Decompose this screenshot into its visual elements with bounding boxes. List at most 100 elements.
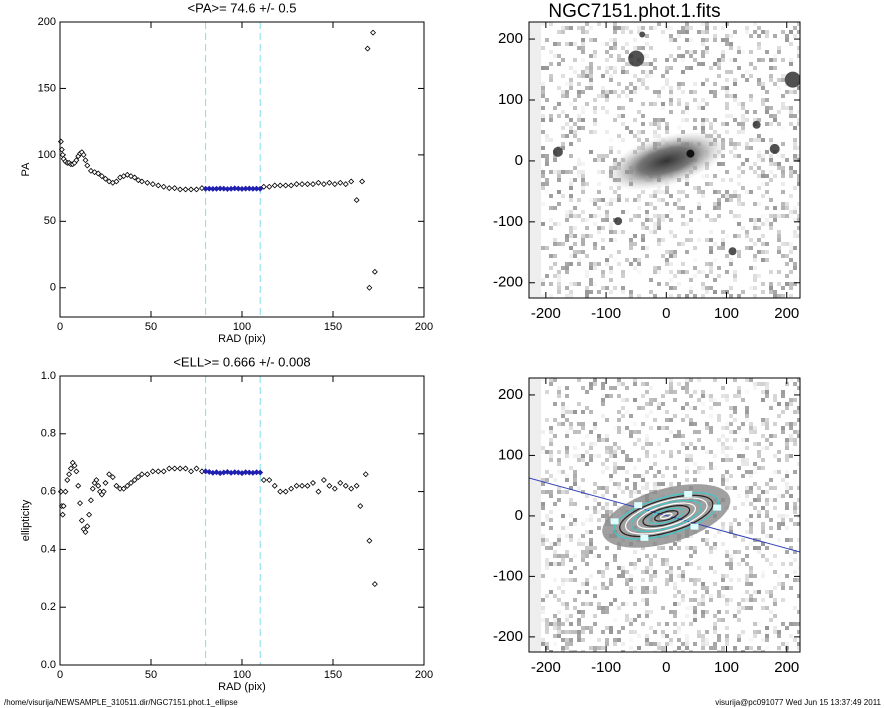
noise-pixel [577, 590, 581, 594]
noise-pixel [617, 446, 621, 450]
noise-pixel [573, 226, 577, 230]
noise-pixel [585, 562, 589, 566]
noise-pixel [629, 434, 633, 438]
noise-pixel [549, 294, 553, 298]
noise-pixel [569, 142, 573, 146]
noise-pixel [761, 466, 765, 470]
noise-pixel [697, 578, 701, 582]
noise-pixel [701, 126, 705, 130]
noise-pixel [697, 598, 701, 602]
noise-pixel [745, 446, 749, 450]
y-tick-label: -200 [493, 274, 523, 291]
noise-pixel [629, 618, 633, 622]
noise-pixel [753, 574, 757, 578]
noise-pixel [785, 442, 789, 446]
noise-pixel [785, 282, 789, 286]
noise-pixel [737, 610, 741, 614]
noise-pixel [765, 502, 769, 506]
noise-pixel [653, 134, 657, 138]
noise-pixel [565, 630, 569, 634]
noise-pixel [717, 402, 721, 406]
noise-pixel [605, 434, 609, 438]
noise-pixel [601, 582, 605, 586]
noise-pixel [725, 574, 729, 578]
noise-pixel [761, 170, 765, 174]
noise-pixel [705, 26, 709, 30]
x-tick-label: 100 [233, 669, 251, 681]
noise-pixel [693, 614, 697, 618]
noise-pixel [593, 586, 597, 590]
noise-pixel [609, 270, 613, 274]
noise-pixel [745, 234, 749, 238]
noise-pixel [785, 34, 789, 38]
noise-pixel [633, 490, 637, 494]
noise-pixel [793, 114, 797, 118]
noise-pixel [785, 38, 789, 42]
noise-pixel [685, 182, 689, 186]
noise-pixel [733, 418, 737, 422]
noise-pixel [753, 630, 757, 634]
noise-pixel [705, 450, 709, 454]
noise-pixel [637, 110, 641, 114]
noise-pixel [689, 278, 693, 282]
noise-pixel [753, 482, 757, 486]
noise-pixel [721, 434, 725, 438]
noise-pixel [565, 266, 569, 270]
noise-pixel [561, 26, 565, 30]
noise-pixel [729, 150, 733, 154]
noise-pixel [645, 638, 649, 642]
noise-pixel [605, 486, 609, 490]
noise-pixel [777, 46, 781, 50]
axes-frame [59, 21, 425, 318]
noise-pixel [549, 510, 553, 514]
noise-pixel [629, 98, 633, 102]
noise-pixel [645, 54, 649, 58]
noise-pixel [569, 178, 573, 182]
noise-pixel [613, 482, 617, 486]
noise-pixel [573, 478, 577, 482]
x-tick-label: 0 [57, 321, 63, 333]
noise-pixel [697, 202, 701, 206]
data-point [135, 177, 142, 184]
data-point [359, 178, 366, 185]
noise-pixel [765, 106, 769, 110]
noise-pixel [753, 22, 757, 26]
noise-pixel [617, 262, 621, 266]
noise-pixel [549, 118, 553, 122]
noise-pixel [701, 598, 705, 602]
noise-pixel [581, 650, 585, 652]
noise-pixel [645, 390, 649, 394]
noise-pixel [569, 422, 573, 426]
noise-pixel [585, 290, 589, 294]
data-point [144, 179, 151, 186]
noise-pixel [713, 290, 717, 294]
noise-pixel [645, 450, 649, 454]
noise-pixel [737, 166, 741, 170]
noise-pixel [661, 74, 665, 78]
noise-pixel [793, 430, 797, 434]
noise-pixel [749, 470, 753, 474]
noise-pixel [569, 186, 573, 190]
noise-pixel [557, 486, 561, 490]
noise-pixel [613, 70, 617, 74]
noise-pixel [793, 442, 797, 446]
noise-pixel [673, 594, 677, 598]
noise-pixel [641, 546, 645, 550]
noise-pixel [797, 434, 800, 438]
noise-pixel [749, 238, 753, 242]
noise-pixel [597, 554, 601, 558]
noise-pixel [605, 514, 609, 518]
noise-pixel [709, 398, 713, 402]
noise-pixel [597, 434, 601, 438]
noise-pixel [553, 42, 557, 46]
noise-pixel [781, 190, 785, 194]
noise-pixel [709, 466, 713, 470]
noise-pixel [749, 574, 753, 578]
noise-pixel [669, 378, 673, 382]
noise-pixel [617, 58, 621, 62]
noise-pixel [661, 646, 665, 650]
noise-pixel [761, 182, 765, 186]
noise-pixel [797, 86, 800, 90]
noise-pixel [681, 650, 685, 652]
noise-pixel [577, 454, 581, 458]
